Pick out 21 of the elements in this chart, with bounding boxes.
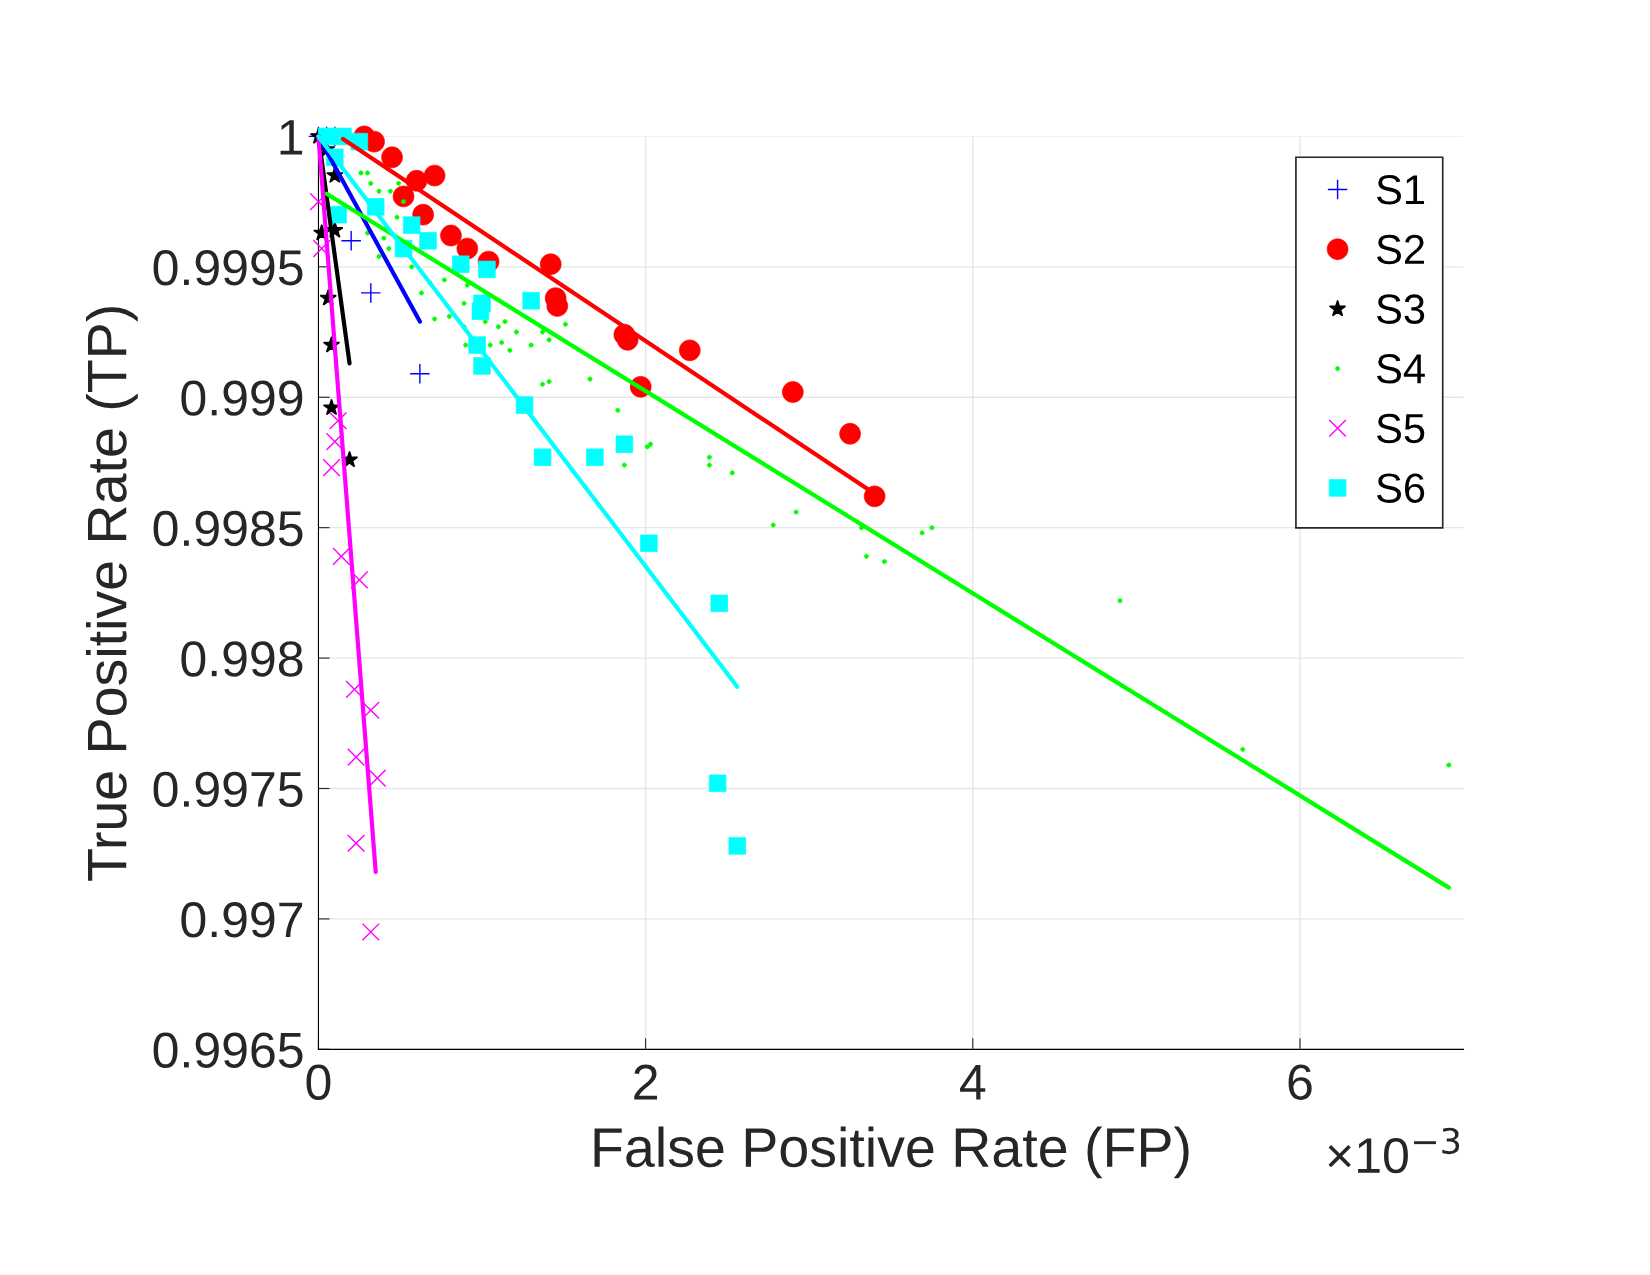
y-tick-label: 0.9995 (153, 250, 303, 286)
y-tick-label: 0.999 (181, 380, 303, 416)
x-tick-label: 6 (1288, 1064, 1312, 1100)
legend-label: S2 (1376, 234, 1424, 265)
y-tick-label: 0.9985 (153, 510, 303, 547)
legend-label: S6 (1376, 473, 1425, 503)
y-tick-label: 1 (280, 120, 303, 155)
y-tick-label: 0.9975 (153, 771, 303, 808)
y-tick-label: 0.997 (181, 902, 303, 938)
legend-label: S1 (1376, 175, 1425, 205)
legend-label: S3 (1376, 294, 1425, 324)
text: ×10$^{−3}$ (1328, 1127, 1460, 1174)
y-axis-title: True Positive Rate (TP) (85, 307, 138, 881)
y-tick-label: 0.9965 (153, 1032, 303, 1068)
x-tick-label: 2 (634, 1064, 658, 1100)
y-tick-label: 0.998 (181, 641, 303, 677)
x-axis-title: False Positive Rate (FP) (594, 1126, 1189, 1179)
x-tick-label: 0 (306, 1064, 331, 1100)
legend-label: S5 (1376, 413, 1425, 444)
x-tick-label: 4 (960, 1065, 986, 1100)
legend-label: S4 (1376, 354, 1425, 384)
